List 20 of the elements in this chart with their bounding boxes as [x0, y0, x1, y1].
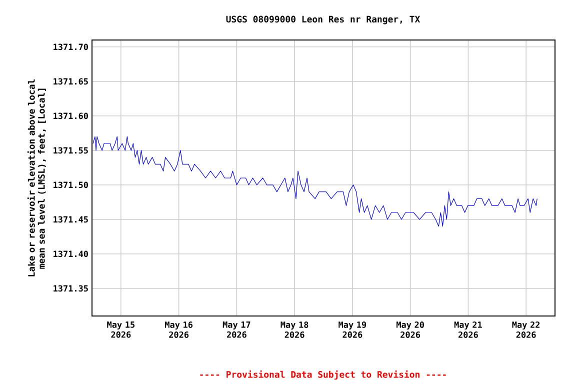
y-axis-title: Lake or reservoir elevation above local mean sea level (LMSL), feet, [Local]: [27, 79, 46, 276]
x-tick-label: May 18 2026: [280, 322, 308, 338]
y-tick-label: 1371.45: [54, 216, 88, 223]
y-tick-label: 1371.40: [54, 250, 88, 258]
line-series: [92, 136, 538, 227]
y-tick-label: 1371.70: [54, 44, 88, 50]
x-tick-label: May 22 2026: [512, 322, 540, 338]
y-tick-label: 1371.55: [54, 147, 88, 154]
x-tick-label: May 15 2026: [107, 322, 135, 338]
chart-title: USGS 08099000 Leon Res nr Ranger, TX: [226, 16, 420, 24]
x-tick-label: May 17 2026: [222, 322, 250, 338]
x-tick-label: May 19 2026: [338, 322, 366, 338]
x-tick-label: May 20 2026: [396, 322, 424, 338]
x-tick-label: May 21 2026: [454, 322, 482, 338]
x-tick-label: May 16 2026: [165, 322, 193, 338]
y-tick-label: 1371.50: [54, 182, 88, 188]
y-tick-label: 1371.60: [54, 112, 88, 120]
y-tick-label: 1371.35: [54, 285, 88, 292]
y-tick-label: 1371.65: [54, 78, 88, 85]
text: ---- Provisional Data Subject to Revision ----: [200, 370, 446, 380]
